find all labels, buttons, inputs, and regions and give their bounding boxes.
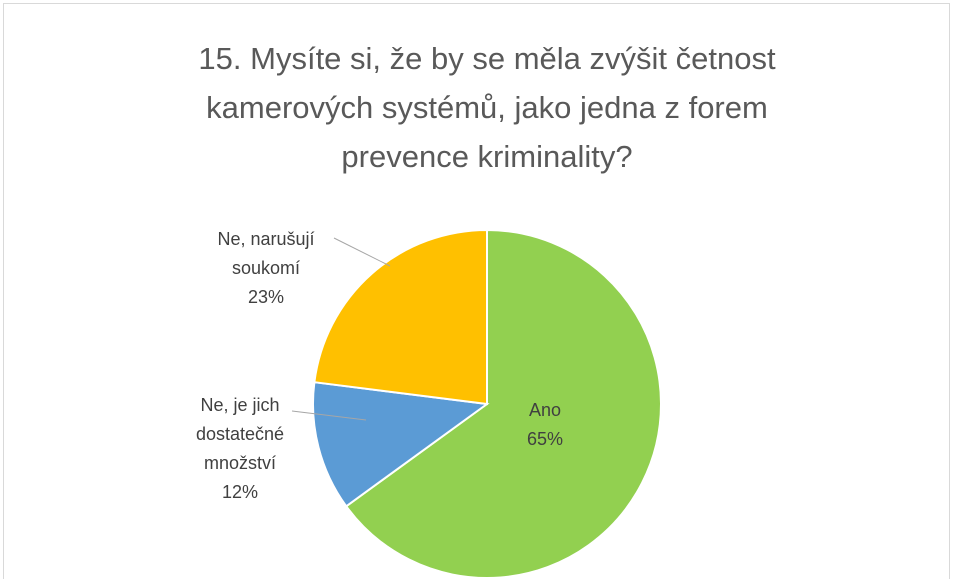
category-label: Ne, narušují soukomí <box>217 228 315 278</box>
category-label: Ano <box>528 400 562 420</box>
frame <box>3 3 950 579</box>
data-label: Ano 65% <box>495 396 595 454</box>
pie-slice <box>312 381 490 508</box>
chart-title: 15. Mysíte si, že by se měla zvýšit četn… <box>198 41 776 174</box>
leader-line <box>291 410 367 421</box>
pie-slice <box>313 228 488 406</box>
category-label: Ne, je jich dostatečné množství <box>195 395 285 473</box>
leader-line <box>333 237 391 267</box>
value-label: 23% <box>247 286 285 307</box>
data-label: Ne, narušují soukomí 23% <box>201 225 331 312</box>
data-label: Ne, je jich dostatečné množství 12% <box>180 391 300 507</box>
value-label: 65% <box>526 429 564 449</box>
pie-slice <box>344 228 662 579</box>
value-label: 12% <box>221 482 259 502</box>
